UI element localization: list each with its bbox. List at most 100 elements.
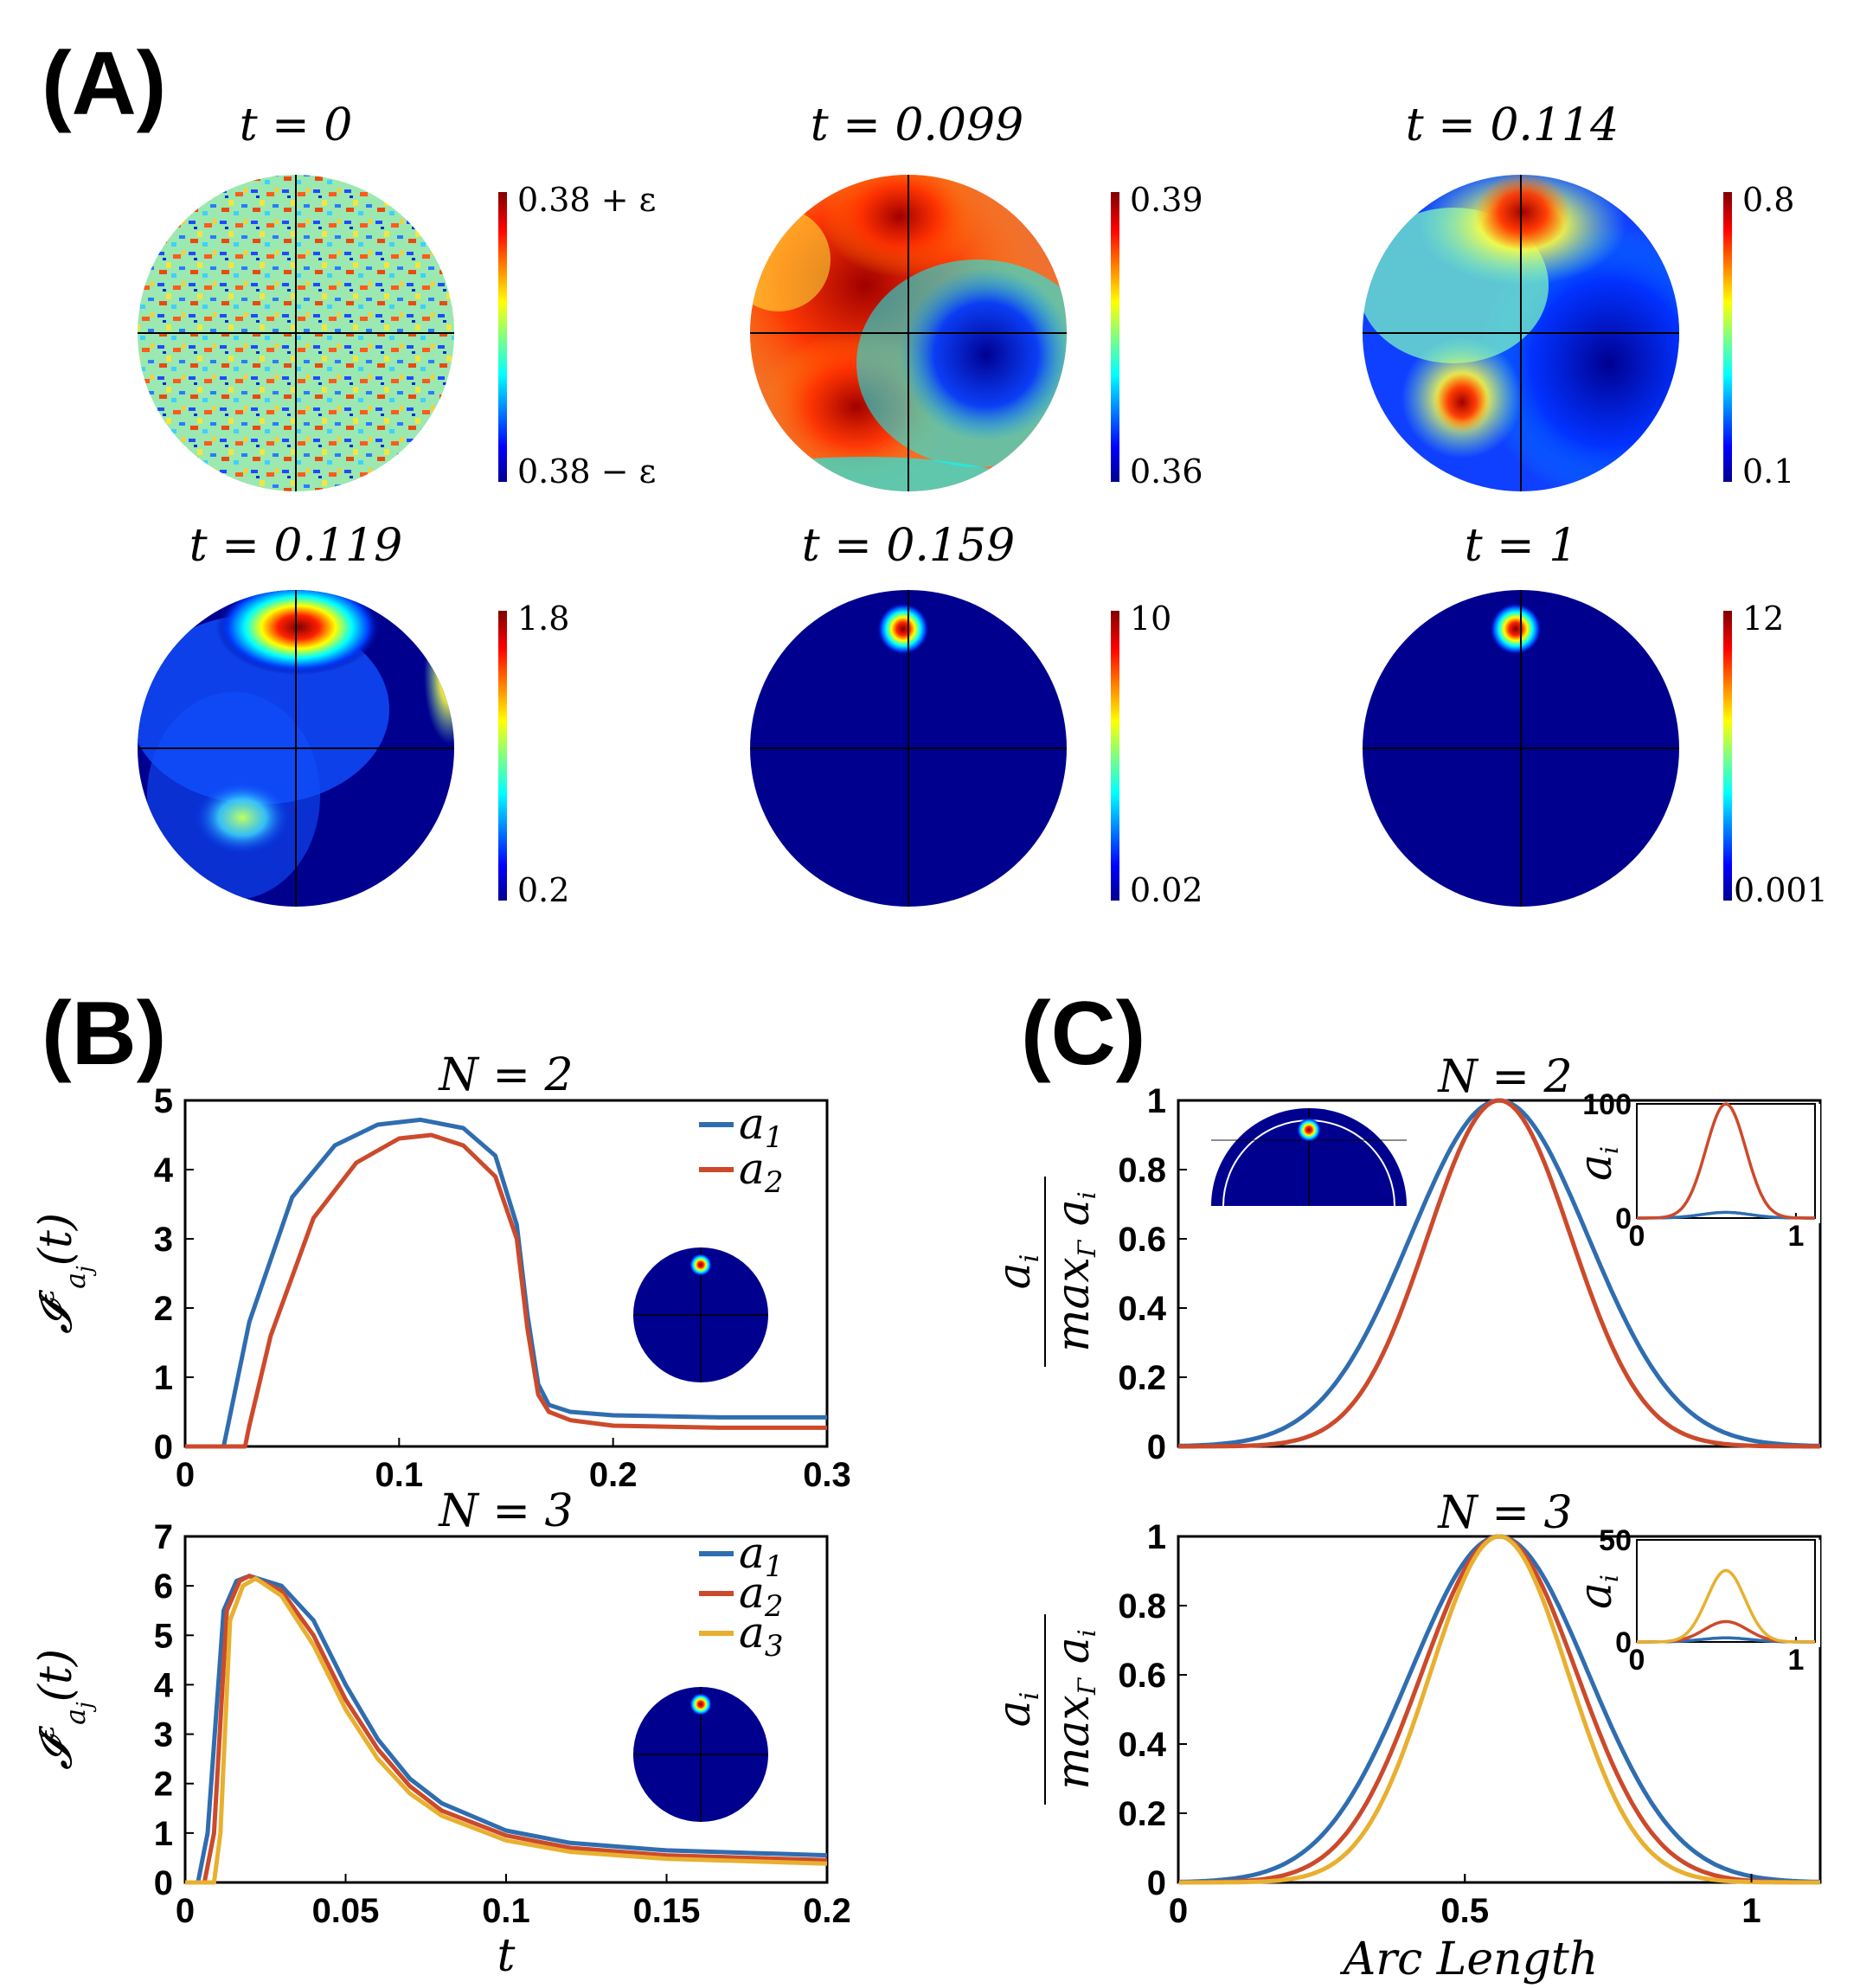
- ytick-label: 0: [154, 1428, 173, 1466]
- colorbar-4: 1.8 0.2: [498, 600, 569, 909]
- ytick-label: 0.8: [1118, 1587, 1166, 1626]
- ytick-label: 0: [1147, 1428, 1166, 1466]
- ytick-label: 1: [154, 1815, 173, 1853]
- chart-c-top-yaxis-label: ai maxΓ ai: [989, 1177, 1101, 1367]
- series-line-a1: [185, 1574, 828, 1885]
- panel-b-label: (B): [42, 984, 166, 1084]
- svg-text:maxΓ ai: maxΓ ai: [1048, 1629, 1101, 1790]
- chart-b-bottom-title: N = 3: [437, 1485, 573, 1537]
- xtick-label: 1: [1741, 1892, 1761, 1930]
- xtick-label: 0.2: [589, 1456, 638, 1494]
- disk-t0099: [750, 175, 1067, 491]
- ytick-label: 0: [154, 1864, 173, 1902]
- ytick-label: 2: [154, 1290, 173, 1328]
- svg-text:ai: ai: [989, 1254, 1045, 1290]
- ytick-label: 6: [154, 1568, 173, 1606]
- colorbar-6-min: 0.001: [1734, 871, 1828, 909]
- legend-b-top-a2: a2: [739, 1144, 783, 1200]
- series-line-a2: [185, 1132, 827, 1449]
- colorbar-5-min: 0.02: [1130, 871, 1203, 909]
- snapshot-title-2: t = 0.099: [811, 99, 1023, 151]
- disk-t0119: [138, 590, 454, 907]
- snapshot-title-6: t = 1: [1465, 520, 1578, 572]
- ytick-label: 0.6: [1118, 1221, 1166, 1259]
- xtick-label: 0: [176, 1456, 195, 1494]
- xtick-label: 1: [1741, 1892, 1761, 1930]
- xtick-label: 0.3: [803, 1456, 851, 1494]
- ytick-label: 5: [154, 1082, 173, 1120]
- colorbar-6-max: 12: [1742, 600, 1784, 638]
- colorbar-1-max: 0.38 + ε: [517, 181, 656, 219]
- colorbar-1: 0.38 + ε 0.38 − ε: [498, 181, 656, 491]
- colorbar-3: 0.8 0.1: [1723, 181, 1794, 491]
- xtick-label: 0.05: [312, 1892, 380, 1930]
- ytick-label: 3: [154, 1221, 173, 1259]
- ytick-label: 1: [1147, 1518, 1166, 1556]
- chart-c-top-title: N = 2: [1436, 1051, 1572, 1103]
- inset-ytick-label: 50: [1599, 1524, 1632, 1557]
- colorbar-4-min: 0.2: [517, 871, 569, 909]
- colorbar-5-max: 10: [1130, 600, 1171, 638]
- snapshot-title-5: t = 0.159: [802, 520, 1015, 572]
- svg-text:ai: ai: [989, 1692, 1045, 1728]
- series-line-a3: [185, 1576, 828, 1885]
- inset-series-line-a2: [1637, 1102, 1815, 1220]
- chart-b-bottom-yaxis-label: 𝓘εaj(t): [28, 1649, 97, 1770]
- ytick-label: 0.2: [1118, 1359, 1166, 1397]
- snapshot-title-4: t = 0.119: [189, 520, 402, 572]
- ytick-label: 1: [154, 1359, 173, 1397]
- snapshot-title-3: t = 0.114: [1406, 99, 1619, 151]
- ytick-label: 5: [154, 1617, 173, 1655]
- xtick-label: 0: [1169, 1892, 1188, 1930]
- inset-xtick-label: 0: [1629, 1644, 1645, 1677]
- xtick-label: 0.1: [482, 1892, 530, 1930]
- inset-xtick-label: 0: [1629, 1220, 1645, 1253]
- ytick-label: 4: [154, 1151, 174, 1190]
- chart-c-bottom-title: N = 3: [1436, 1487, 1572, 1539]
- series-line-a3: [1178, 1534, 1820, 1885]
- series-line-a2: [1178, 1098, 1820, 1449]
- chart-c-bottom-xlabel: Arc Length: [1340, 1933, 1599, 1985]
- chart-b-bottom-xlabel: t: [497, 1930, 516, 1982]
- xtick-label: 0.5: [1440, 1892, 1489, 1930]
- disk-t0114: [1363, 175, 1679, 491]
- series-line-a1: [185, 1117, 827, 1449]
- inset-xtick-label: 1: [1787, 1220, 1804, 1253]
- xtick-label: 0: [176, 1892, 195, 1930]
- xtick-label: 0.15: [633, 1892, 701, 1930]
- inset-halfdisk: [1207, 1103, 1410, 1207]
- colorbar-6: 12 0.001: [1723, 600, 1828, 909]
- inset-series-line-a3: [1637, 1568, 1815, 1644]
- inset-ytick-label: 0: [1615, 1202, 1632, 1235]
- xtick-label: 0.5: [1440, 1892, 1489, 1930]
- svg-text:𝓘εaj(t): 𝓘εaj(t): [28, 1649, 97, 1770]
- ytick-label: 4: [154, 1666, 174, 1704]
- svg-text:maxΓ ai: maxΓ ai: [1048, 1191, 1101, 1352]
- colorbar-2-min: 0.36: [1130, 452, 1203, 491]
- ytick-label: 1: [1147, 1082, 1166, 1120]
- panel-a: (A) t = 0 t = 0.099 t = 0.114 t = 0.119 …: [42, 34, 1828, 909]
- xtick-label: 0.1: [375, 1456, 424, 1494]
- snapshot-title-1: t = 0: [240, 99, 353, 151]
- chart-c-top: N = 2 ai maxΓ ai 0 0.2 0.4 0.6 0.8 1 0 100 0 1: [989, 1051, 1822, 1466]
- xtick-label: 0.2: [803, 1892, 851, 1930]
- inset-xtick-label: 1: [1787, 1644, 1804, 1677]
- disk-t1: [1363, 590, 1679, 907]
- chart-c-bottom: N = 3 ai maxΓ ai Arc Length 0 0.2 0.4 0.6 0.…: [989, 1487, 1822, 1985]
- ytick-label: 0.4: [1118, 1726, 1166, 1764]
- ytick-label: 0.8: [1118, 1151, 1166, 1190]
- colorbar-3-min: 0.1: [1742, 452, 1794, 491]
- panel-a-label: (A): [42, 34, 166, 134]
- ytick-label: 0.2: [1118, 1795, 1166, 1833]
- colorbar-4-max: 1.8: [517, 600, 569, 638]
- disk-t0159: [750, 590, 1067, 907]
- inset-ytick-label: 0: [1615, 1626, 1632, 1659]
- panel-c: (C) N = 2 ai maxΓ ai 0 0.2 0.4 0.6 0.8 1: [989, 984, 1822, 1985]
- ytick-label: 0.4: [1118, 1290, 1166, 1328]
- ytick-label: 0.6: [1118, 1657, 1166, 1695]
- colorbar-5: 10 0.02: [1111, 600, 1203, 909]
- ytick-label: 2: [154, 1766, 173, 1804]
